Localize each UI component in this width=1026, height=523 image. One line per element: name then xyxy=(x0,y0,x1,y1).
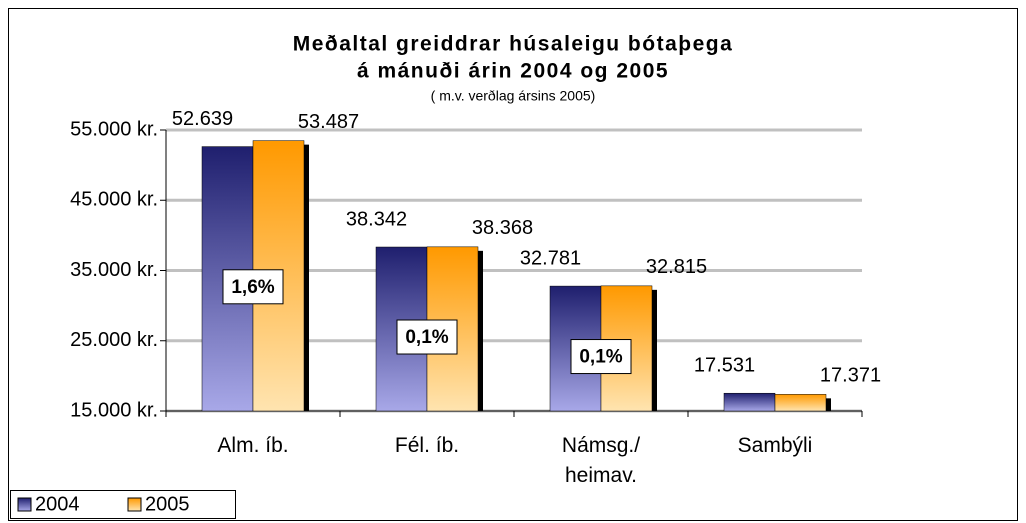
annotation: 0,1% xyxy=(405,327,448,348)
x-tick-label: Fél. íb. xyxy=(394,434,460,457)
value-label: 38.368 xyxy=(472,217,533,239)
annotation: 0,1% xyxy=(579,347,622,368)
y-tick-label: 55.000 kr. xyxy=(70,118,158,140)
y-tick-label: 25.000 kr. xyxy=(70,329,158,351)
legend-label: 2004 xyxy=(35,493,80,515)
x-tick-label: Sambýli xyxy=(737,434,813,457)
value-label: 17.371 xyxy=(820,365,881,387)
subtitle: ( m.v. verðlag ársins 2005) xyxy=(431,88,596,104)
frame xyxy=(8,8,1018,521)
value-label: 38.342 xyxy=(346,208,407,230)
y-tick-label: 35.000 kr. xyxy=(70,259,158,281)
bar xyxy=(723,392,776,412)
chart-title: Meðaltal greiddrar húsaleigu bótaþega xyxy=(293,33,734,56)
value-label: 17.531 xyxy=(694,355,755,377)
legend-swatch xyxy=(127,497,142,512)
annotation-box xyxy=(222,269,284,305)
value-label: 53.487 xyxy=(298,111,359,133)
legend-label: 2005 xyxy=(145,493,190,515)
y-tick-label: 15.000 kr. xyxy=(70,399,158,421)
annotation-box xyxy=(396,319,458,355)
annotation: 1,6% xyxy=(231,277,274,298)
annotation-box xyxy=(570,339,632,375)
bar xyxy=(774,394,827,412)
y-tick-label: 45.000 kr. xyxy=(70,189,158,211)
value-label: 52.639 xyxy=(172,108,233,130)
chart-title: á mánuði árin 2004 og 2005 xyxy=(357,60,669,83)
legend-swatch xyxy=(17,497,32,512)
x-tick-label: Námsg./ heimav. xyxy=(561,434,641,487)
value-label: 32.781 xyxy=(520,247,581,269)
legend xyxy=(10,490,236,519)
x-tick-label: Alm. íb. xyxy=(217,434,289,457)
value-label: 32.815 xyxy=(646,256,707,278)
